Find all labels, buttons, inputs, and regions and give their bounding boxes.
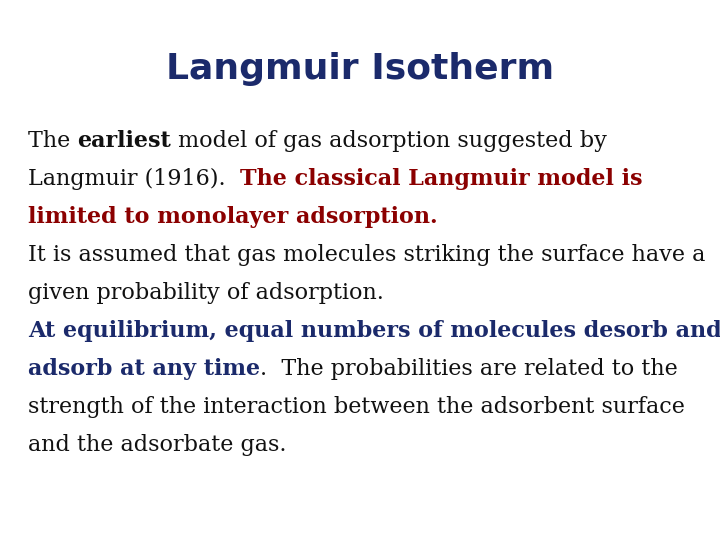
Text: given probability of adsorption.: given probability of adsorption.: [28, 282, 384, 304]
Text: adsorb at any time: adsorb at any time: [28, 358, 260, 380]
Text: model of gas adsorption suggested by: model of gas adsorption suggested by: [171, 130, 607, 152]
Text: Langmuir (1916).: Langmuir (1916).: [28, 168, 240, 190]
Text: The classical Langmuir model is: The classical Langmuir model is: [240, 168, 642, 190]
Text: At equilibrium, equal numbers of molecules desorb and: At equilibrium, equal numbers of molecul…: [28, 320, 720, 342]
Text: strength of the interaction between the adsorbent surface: strength of the interaction between the …: [28, 396, 685, 418]
Text: The: The: [28, 130, 77, 152]
Text: and the adsorbate gas.: and the adsorbate gas.: [28, 434, 287, 456]
Text: It is assumed that gas molecules striking the surface have a: It is assumed that gas molecules strikin…: [28, 244, 706, 266]
Text: earliest: earliest: [77, 130, 171, 152]
Text: limited to monolayer adsorption.: limited to monolayer adsorption.: [28, 206, 438, 228]
Text: .  The probabilities are related to the: . The probabilities are related to the: [260, 358, 678, 380]
Text: Langmuir Isotherm: Langmuir Isotherm: [166, 52, 554, 86]
